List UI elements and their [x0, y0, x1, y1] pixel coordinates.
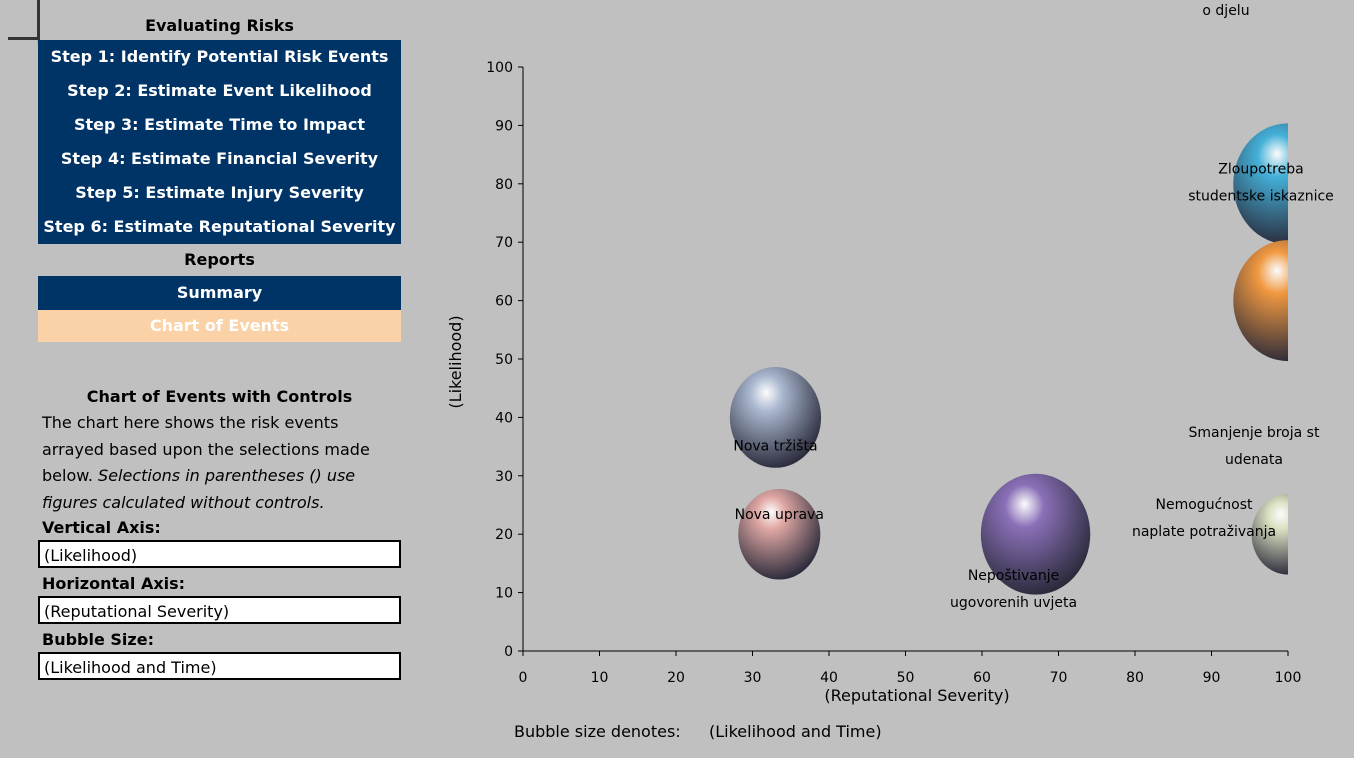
y-tick-label: 10 — [495, 586, 513, 602]
step-5-button[interactable]: Step 5: Estimate Injury Severity — [38, 176, 401, 210]
reports-header: Reports — [184, 250, 255, 269]
bubble-size-label: Bubble Size: — [42, 630, 154, 649]
step-3-button[interactable]: Step 3: Estimate Time to Impact — [38, 108, 401, 142]
x-tick-label: 0 — [519, 670, 528, 686]
x-tick-label: 30 — [744, 670, 762, 686]
x-tick-label: 60 — [973, 670, 991, 686]
bubble-label: Zloupotreba studentske iskaznice — [1188, 162, 1334, 205]
chart-axes: 0 10 20 30 40 50 60 70 80 90 100 0 10 20 30 40 50 60 70 80 9… — [486, 60, 1301, 686]
step-4-button[interactable]: Step 4: Estimate Financial Severity — [38, 142, 401, 176]
vertical-axis-label: Vertical Axis: — [42, 518, 161, 537]
bubble-label: Nova tržišta — [733, 438, 817, 454]
bubble-chart: 0 10 20 30 40 50 60 70 80 90 100 0 10 20 30 40 50 60 70 80 9… — [446, 0, 1340, 741]
bubble-label: Nepoštivanje ugovorenih uvjeta — [950, 568, 1077, 611]
y-axis-title: (Likelihood) — [446, 315, 465, 408]
description-text: The chart here shows the risk events arr… — [42, 413, 370, 485]
bubble-nova-uprava[interactable] — [738, 488, 821, 580]
y-tick-label: 20 — [495, 527, 513, 543]
x-tick-label: 20 — [667, 670, 685, 686]
y-tick-label: 40 — [495, 410, 513, 426]
x-tick-label: 80 — [1126, 670, 1144, 686]
y-tick-label: 0 — [504, 644, 513, 660]
y-tick-label: 90 — [495, 118, 513, 134]
vertical-axis-select[interactable]: (Likelihood) — [38, 540, 401, 568]
x-axis-title: (Reputational Severity) — [824, 686, 1009, 705]
chart-description: The chart here shows the risk events arr… — [38, 410, 401, 516]
navigation-panel: Evaluating Risks Step 1: Identify Potent… — [38, 12, 401, 684]
y-tick-label: 60 — [495, 294, 513, 310]
y-tick-label: 30 — [495, 469, 513, 485]
bubble-size-select[interactable]: (Likelihood and Time) — [38, 652, 401, 680]
evaluating-risks-header: Evaluating Risks — [145, 16, 294, 35]
x-tick-label: 70 — [1050, 670, 1068, 686]
horizontal-axis-label: Horizontal Axis: — [42, 574, 186, 593]
chart-of-events-button[interactable]: Chart of Events — [38, 310, 401, 342]
bubble-label: Zloupotreba ugovorao djelu — [1152, 0, 1299, 19]
bubble-zloupotreba-ugovora-o-djelu[interactable] — [1233, 123, 1340, 245]
bubble-zloupotreba-studentske-iskaznice[interactable] — [1233, 240, 1340, 362]
x-tick-label: 100 — [1275, 670, 1302, 686]
x-tick-label: 50 — [897, 670, 915, 686]
bubble-smanjenje-broja-studenata[interactable] — [1251, 493, 1325, 575]
x-tick-label: 40 — [820, 670, 838, 686]
step-2-button[interactable]: Step 2: Estimate Event Likelihood — [38, 74, 401, 108]
bubble-label: Smanjenje broja st udenata — [1189, 425, 1320, 468]
y-tick-label: 70 — [495, 235, 513, 251]
chart-description-title: Chart of Events with Controls — [86, 387, 353, 406]
bubble-size-footer-value: (Likelihood and Time) — [709, 722, 882, 741]
horizontal-axis-select[interactable]: (Reputational Severity) — [38, 596, 401, 624]
x-tick-label: 10 — [591, 670, 609, 686]
bubble-size-footer-label: Bubble size denotes: — [514, 722, 681, 741]
bubble-label: Nemogućnost naplate potraživanja — [1132, 497, 1276, 540]
chart-bubble-labels: Nova tržišta Nova uprava Nepoštivanje ugovo… — [733, 0, 1334, 611]
bubble-label: Nova uprava — [735, 507, 824, 523]
y-tick-label: 80 — [495, 177, 513, 193]
cell-corner-marker — [8, 0, 40, 40]
summary-button[interactable]: Summary — [38, 276, 401, 310]
bubble-nova-tr-i-ta[interactable] — [729, 367, 822, 468]
step-6-button[interactable]: Step 6: Estimate Reputational Severity — [38, 210, 401, 244]
y-tick-label: 100 — [486, 60, 513, 76]
bubble-nepo-tivanje-ugovorenih-uvjeta[interactable] — [980, 473, 1091, 595]
chart-bubbles — [729, 123, 1340, 595]
step-1-button[interactable]: Step 1: Identify Potential Risk Events — [38, 40, 401, 74]
description-italic-text: Selections in parentheses () use figures… — [42, 466, 356, 512]
x-tick-label: 90 — [1203, 670, 1221, 686]
y-tick-label: 50 — [495, 352, 513, 368]
